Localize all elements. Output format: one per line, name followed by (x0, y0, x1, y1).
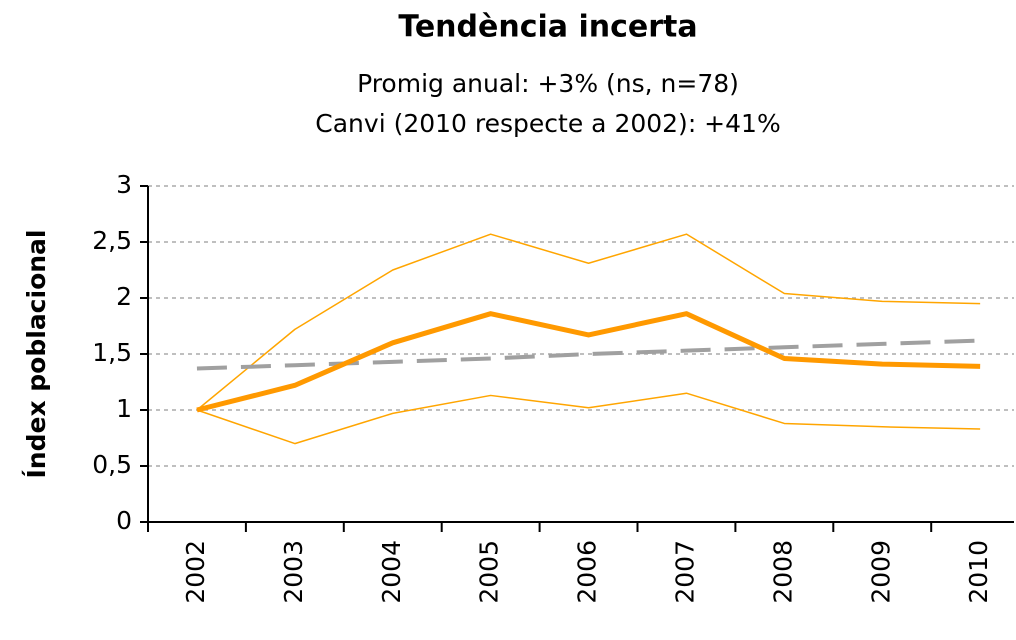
y-axis-label: Índex poblacional (22, 230, 51, 479)
x-tick-label: 2007 (670, 540, 699, 604)
y-tick-label: 1,5 (92, 338, 132, 367)
x-tick-label: 2008 (768, 540, 797, 604)
y-tick-label: 2,5 (92, 226, 132, 255)
x-tick-label: 2004 (377, 540, 406, 604)
x-tick-label: 2005 (475, 540, 504, 604)
chart-title: Tendència incerta (398, 10, 697, 45)
x-tick-label: 2002 (181, 540, 210, 604)
y-tick-label: 0 (116, 506, 132, 535)
x-tick-label: 2009 (866, 540, 895, 604)
series-line (196, 233, 981, 411)
chart-subtitle: Canvi (2010 respecte a 2002): +41% (315, 109, 780, 138)
y-tick-label: 3 (116, 170, 132, 199)
x-tick-label: 2003 (279, 540, 308, 604)
x-tick-label: 2006 (573, 540, 602, 604)
series-line (196, 392, 981, 445)
x-tick-label: 2010 (964, 540, 993, 604)
y-tick-label: 0,5 (92, 450, 132, 479)
series-line (196, 311, 981, 413)
chart-subtitle: Promig anual: +3% (ns, n=78) (357, 69, 739, 98)
y-tick-label: 1 (116, 394, 132, 423)
y-tick-label: 2 (116, 282, 132, 311)
